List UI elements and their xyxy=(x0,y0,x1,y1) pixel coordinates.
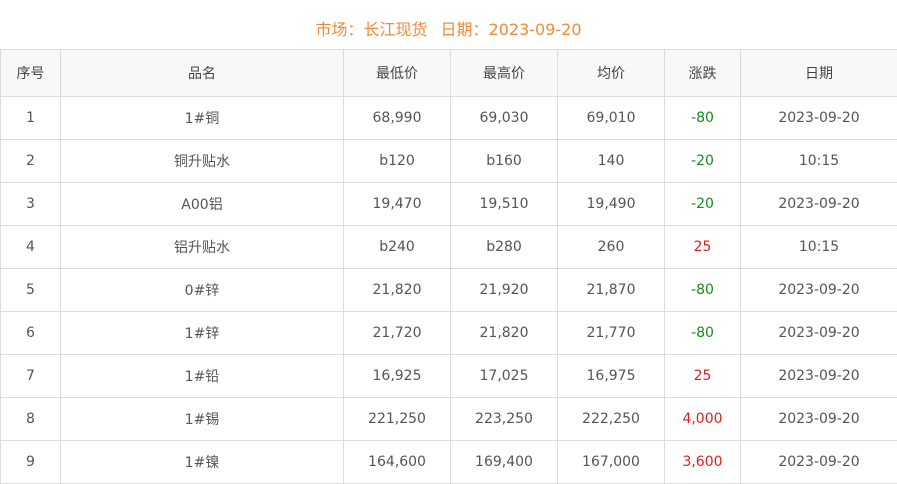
cell-high: b160 xyxy=(451,140,558,183)
cell-high: 69,030 xyxy=(451,97,558,140)
cell-change: -20 xyxy=(665,140,741,183)
cell-high: 21,920 xyxy=(451,269,558,312)
cell-change: 25 xyxy=(665,355,741,398)
cell-avg: 167,000 xyxy=(558,441,665,484)
column-header-name: 品名 xyxy=(61,50,344,97)
cell-name: 铝升贴水 xyxy=(61,226,344,269)
cell-low: 221,250 xyxy=(344,398,451,441)
cell-avg: 21,870 xyxy=(558,269,665,312)
cell-no: 7 xyxy=(1,355,61,398)
page-title: 市场：长江现货 日期：2023-09-20 xyxy=(0,0,897,49)
cell-name: 0#锌 xyxy=(61,269,344,312)
cell-date: 2023-09-20 xyxy=(741,183,897,226)
cell-no: 8 xyxy=(1,398,61,441)
cell-date: 2023-09-20 xyxy=(741,441,897,484)
cell-name: 1#镍 xyxy=(61,441,344,484)
cell-date: 10:15 xyxy=(741,140,897,183)
date-label: 日期：2023-09-20 xyxy=(441,20,582,39)
cell-avg: 19,490 xyxy=(558,183,665,226)
column-header-change: 涨跌 xyxy=(665,50,741,97)
market-label: 市场：长江现货 xyxy=(315,20,427,39)
column-header-high: 最高价 xyxy=(451,50,558,97)
cell-low: 164,600 xyxy=(344,441,451,484)
cell-avg: 16,975 xyxy=(558,355,665,398)
cell-name: 1#铜 xyxy=(61,97,344,140)
column-header-avg: 均价 xyxy=(558,50,665,97)
cell-high: 169,400 xyxy=(451,441,558,484)
cell-low: b240 xyxy=(344,226,451,269)
cell-change: 25 xyxy=(665,226,741,269)
cell-high: 19,510 xyxy=(451,183,558,226)
cell-avg: 222,250 xyxy=(558,398,665,441)
cell-name: 铜升贴水 xyxy=(61,140,344,183)
cell-name: 1#锡 xyxy=(61,398,344,441)
cell-no: 9 xyxy=(1,441,61,484)
cell-low: b120 xyxy=(344,140,451,183)
cell-date: 2023-09-20 xyxy=(741,269,897,312)
cell-high: b280 xyxy=(451,226,558,269)
cell-avg: 260 xyxy=(558,226,665,269)
cell-change: -80 xyxy=(665,269,741,312)
cell-high: 17,025 xyxy=(451,355,558,398)
cell-low: 16,925 xyxy=(344,355,451,398)
cell-low: 21,820 xyxy=(344,269,451,312)
cell-no: 1 xyxy=(1,97,61,140)
column-header-date: 日期 xyxy=(741,50,897,97)
cell-low: 68,990 xyxy=(344,97,451,140)
cell-low: 21,720 xyxy=(344,312,451,355)
cell-date: 2023-09-20 xyxy=(741,97,897,140)
column-header-no: 序号 xyxy=(1,50,61,97)
cell-date: 2023-09-20 xyxy=(741,355,897,398)
cell-change: -80 xyxy=(665,97,741,140)
cell-date: 2023-09-20 xyxy=(741,398,897,441)
cell-avg: 140 xyxy=(558,140,665,183)
cell-change: -20 xyxy=(665,183,741,226)
cell-no: 5 xyxy=(1,269,61,312)
cell-avg: 69,010 xyxy=(558,97,665,140)
cell-avg: 21,770 xyxy=(558,312,665,355)
cell-change: 3,600 xyxy=(665,441,741,484)
cell-no: 3 xyxy=(1,183,61,226)
cell-date: 2023-09-20 xyxy=(741,312,897,355)
cell-no: 6 xyxy=(1,312,61,355)
table-header-row: 序号品名最低价最高价均价涨跌日期 xyxy=(1,50,897,97)
cell-change: -80 xyxy=(665,312,741,355)
cell-low: 19,470 xyxy=(344,183,451,226)
cell-no: 4 xyxy=(1,226,61,269)
cell-name: 1#锌 xyxy=(61,312,344,355)
cell-date: 10:15 xyxy=(741,226,897,269)
cell-high: 223,250 xyxy=(451,398,558,441)
cell-name: A00铝 xyxy=(61,183,344,226)
cell-high: 21,820 xyxy=(451,312,558,355)
cell-change: 4,000 xyxy=(665,398,741,441)
cell-no: 2 xyxy=(1,140,61,183)
column-header-low: 最低价 xyxy=(344,50,451,97)
cell-name: 1#铅 xyxy=(61,355,344,398)
